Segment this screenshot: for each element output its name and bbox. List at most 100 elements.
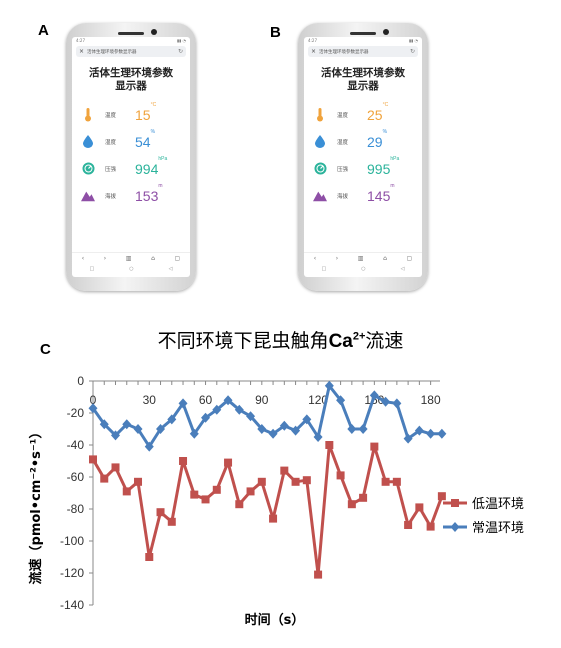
legend-label: 常温环境	[472, 521, 524, 536]
close-icon[interactable]: ×	[311, 48, 317, 55]
system-nav-bar: □ ○ ◁	[304, 266, 422, 275]
phone-speaker	[350, 32, 376, 35]
reading-pressure: 压强 994hPa	[72, 155, 190, 182]
menu-icon[interactable]: ▢	[406, 255, 413, 262]
data-point-room-temp	[336, 395, 346, 406]
menu-icon[interactable]: ▢	[174, 255, 181, 262]
data-point-low-temp	[179, 457, 188, 465]
data-point-low-temp	[269, 514, 278, 523]
water-drop-icon	[313, 135, 327, 149]
data-point-low-temp	[336, 471, 345, 480]
data-point-room-temp	[392, 398, 402, 409]
data-point-low-temp	[302, 476, 311, 485]
data-point-low-temp	[100, 474, 109, 483]
data-point-low-temp	[325, 441, 334, 449]
back-triangle-icon[interactable]: ◁	[400, 266, 405, 272]
data-point-low-temp	[280, 466, 289, 475]
mountain-icon	[313, 189, 327, 203]
home-icon[interactable]: ⌂	[151, 255, 155, 262]
system-nav-bar: □ ○ ◁	[72, 266, 190, 275]
data-point-low-temp	[314, 570, 323, 579]
reading-temperature: 温度 15°C	[72, 101, 190, 128]
y-axis-title: 流速（pmol•cm⁻²•s⁻¹）	[28, 426, 44, 585]
url-bar[interactable]: × 活体生理环境参数显示器 ↻	[308, 46, 418, 57]
data-point-low-temp	[291, 477, 300, 486]
data-point-room-temp	[414, 425, 424, 436]
data-point-low-temp	[426, 522, 435, 531]
data-point-low-temp	[404, 521, 413, 529]
y-tick-label: -40	[67, 438, 85, 452]
reading-value: 54%	[135, 128, 156, 150]
reading-label: 海拔	[105, 193, 117, 200]
forward-icon[interactable]: ›	[103, 255, 107, 262]
phone-speaker	[118, 32, 144, 35]
reading-label: 压强	[105, 166, 117, 173]
recents-icon[interactable]: □	[321, 266, 327, 272]
data-point-low-temp	[201, 495, 210, 504]
url-text: 活体生理环境参数显示器	[319, 49, 369, 55]
back-icon[interactable]: ‹	[313, 255, 317, 262]
data-point-room-temp	[313, 432, 323, 442]
tabs-icon[interactable]: ▥	[125, 255, 132, 262]
forward-icon[interactable]: ›	[335, 255, 339, 262]
reload-icon[interactable]: ↻	[177, 48, 183, 55]
data-point-room-temp	[178, 398, 188, 409]
reading-value: 145m	[367, 182, 395, 204]
data-point-low-temp	[392, 477, 401, 486]
readings-list: 温度 25°C 湿度 29% 压强 995hPa	[304, 101, 422, 209]
data-point-room-temp	[257, 424, 267, 434]
legend-label: 低温环境	[472, 497, 524, 512]
x-tick-label: 120	[308, 393, 328, 407]
x-tick-label: 0	[90, 393, 97, 407]
status-icons: ▮▮ ◔	[176, 38, 186, 43]
data-point-room-temp	[144, 441, 154, 452]
data-point-room-temp	[122, 419, 132, 430]
back-triangle-icon[interactable]: ◁	[168, 266, 173, 272]
data-point-low-temp	[190, 490, 199, 499]
home-button-icon[interactable]: ○	[361, 266, 366, 272]
data-point-room-temp	[133, 424, 143, 434]
data-point-room-temp	[212, 404, 222, 415]
data-point-room-temp	[111, 430, 121, 441]
status-bar: 4:27 ▮▮ ◔	[72, 37, 190, 45]
reading-label: 海拔	[337, 193, 349, 200]
series-line-low-temp	[91, 443, 444, 577]
reading-value: 29%	[367, 128, 388, 150]
data-point-low-temp	[224, 458, 233, 467]
url-bar[interactable]: × 活体生理环境参数显示器 ↻	[76, 46, 186, 57]
phone-b: 4:27 ▮▮ ◔ × 活体生理环境参数显示器 ↻ 活体生理环境参数 显示器 温…	[298, 23, 428, 291]
phone-camera	[383, 29, 389, 35]
reload-icon[interactable]: ↻	[409, 48, 415, 55]
app-title: 活体生理环境参数 显示器	[72, 67, 190, 93]
reading-value: 153m	[135, 182, 163, 204]
app-title-line1: 活体生理环境参数	[89, 67, 173, 79]
reading-label: 温度	[337, 112, 349, 119]
legend-marker-diamond	[450, 522, 460, 532]
browser-nav-bar: ‹ › ▥ ⌂ ▢	[72, 252, 190, 265]
data-point-room-temp	[234, 404, 244, 415]
y-tick-label: -100	[60, 534, 84, 548]
data-point-low-temp	[212, 485, 221, 494]
x-tick-label: 60	[199, 393, 213, 407]
tabs-icon[interactable]: ▥	[357, 255, 364, 262]
back-icon[interactable]: ‹	[81, 255, 85, 262]
url-text: 活体生理环境参数显示器	[87, 49, 137, 55]
data-point-room-temp	[403, 433, 413, 444]
close-icon[interactable]: ×	[79, 48, 85, 55]
pressure-gauge-icon	[81, 162, 95, 176]
recents-icon[interactable]: □	[89, 266, 95, 272]
data-point-low-temp	[89, 455, 97, 464]
data-point-room-temp	[358, 424, 368, 434]
home-button-icon[interactable]: ○	[129, 266, 134, 272]
reading-humidity: 湿度 29%	[304, 128, 422, 155]
data-point-room-temp	[223, 395, 233, 406]
home-icon[interactable]: ⌂	[383, 255, 387, 262]
reading-temperature: 温度 25°C	[304, 101, 422, 128]
y-tick-label: -60	[67, 470, 85, 484]
data-point-room-temp	[426, 428, 436, 439]
x-tick-label: 90	[255, 393, 269, 407]
reading-value: 15°C	[135, 101, 157, 123]
thermometer-icon	[313, 107, 327, 122]
data-point-low-temp	[122, 487, 131, 496]
